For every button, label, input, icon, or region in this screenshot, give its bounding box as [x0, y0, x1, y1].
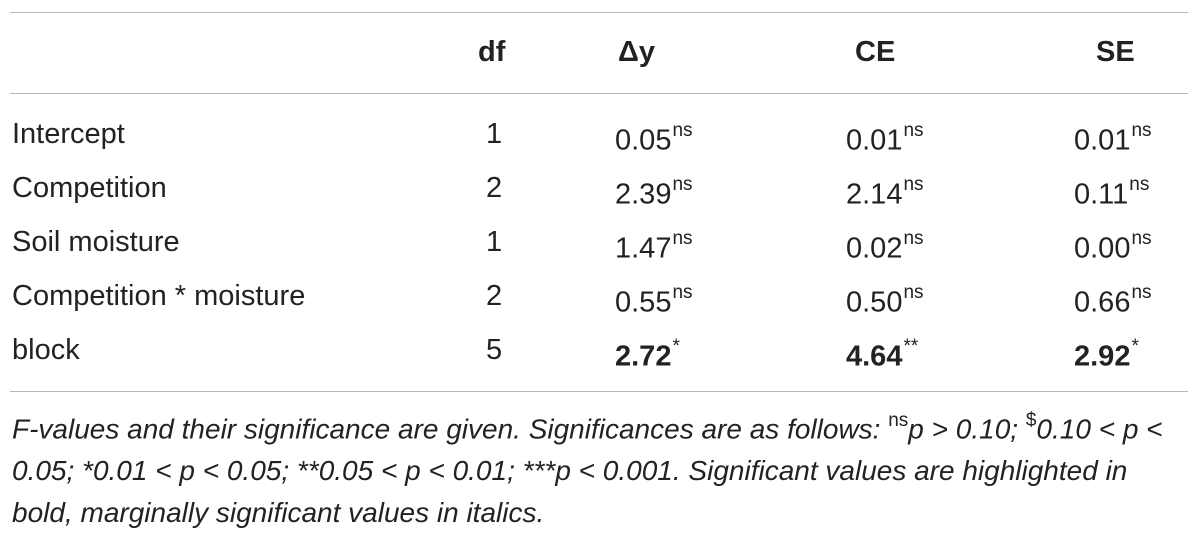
row-label: Soil moisture — [12, 226, 180, 258]
table-header: df Δy CE SE — [0, 30, 1200, 74]
significance-marker: ns — [1131, 120, 1152, 141]
table-row: Competition * moisture 2 0.55ns 0.50ns 0.66n… — [0, 272, 1200, 320]
delta-y-value-cell: 2.39ns — [615, 164, 693, 219]
bottom-rule — [10, 391, 1188, 392]
significance-marker: ns — [903, 120, 924, 141]
df-value: 5 — [486, 334, 503, 366]
delta-y-value-cell: 2.72* — [615, 326, 680, 381]
se-value: 0.66 — [1074, 286, 1131, 319]
significance-marker: ns — [1129, 174, 1150, 195]
ce-value: 0.02 — [846, 232, 903, 265]
row-label: Competition — [12, 172, 167, 204]
row-label: Intercept — [12, 118, 125, 150]
delta-y-value: 2.72 — [615, 340, 672, 373]
se-value-cell: 2.92* — [1074, 326, 1139, 381]
significance-marker: ns — [1131, 228, 1152, 249]
delta-y-value: 0.55 — [615, 286, 672, 319]
top-rule — [10, 12, 1188, 13]
significance-marker: ns — [1131, 282, 1152, 303]
footnote-text-3: 0.10 < p < 0.05; *0.01 < p < 0.05; **0.0… — [12, 413, 1163, 529]
significance-marker: ns — [903, 228, 924, 249]
se-value: 0.01 — [1074, 124, 1131, 157]
df-value: 1 — [486, 226, 503, 258]
se-value: 2.92 — [1074, 340, 1131, 373]
significance-marker: * — [1131, 336, 1139, 357]
significance-marker: ns — [672, 282, 693, 303]
ce-value-cell: 2.14ns — [846, 164, 924, 219]
header-df: df — [478, 36, 506, 68]
se-value-cell: 0.01ns — [1074, 110, 1152, 165]
ce-value: 4.64 — [846, 340, 903, 373]
header-se: SE — [1096, 36, 1135, 68]
ce-value-cell: 0.02ns — [846, 218, 924, 273]
delta-y-value: 1.47 — [615, 232, 672, 265]
ce-value-cell: 0.50ns — [846, 272, 924, 327]
delta-y-value: 0.05 — [615, 124, 672, 157]
ce-value-cell: 0.01ns — [846, 110, 924, 165]
se-value-cell: 0.11ns — [1074, 164, 1149, 219]
df-value: 2 — [486, 280, 503, 312]
significance-marker: ns — [672, 120, 693, 141]
header-ce: CE — [855, 36, 896, 68]
ce-value: 0.50 — [846, 286, 903, 319]
footnote-sup-ns: ns — [888, 410, 909, 431]
footnote-sup-dollar: $ — [1025, 410, 1037, 431]
df-value: 1 — [486, 118, 503, 150]
se-value-cell: 0.00ns — [1074, 218, 1152, 273]
ce-value-cell: 4.64** — [846, 326, 918, 381]
df-value: 2 — [486, 172, 503, 204]
table-footnote: F-values and their significance are give… — [12, 402, 1190, 534]
row-label: Competition * moisture — [12, 280, 306, 312]
significance-marker: ** — [903, 336, 919, 357]
se-value: 0.00 — [1074, 232, 1131, 265]
se-value: 0.11 — [1074, 178, 1129, 211]
header-delta-y: Δy — [618, 36, 655, 68]
table-row: Intercept 1 0.05ns 0.01ns 0.01ns — [0, 110, 1200, 158]
significance-marker: ns — [903, 282, 924, 303]
significance-marker: ns — [672, 228, 693, 249]
delta-y-value-cell: 0.05ns — [615, 110, 693, 165]
row-label: block — [12, 334, 80, 366]
table-row: Competition 2 2.39ns 2.14ns 0.11ns — [0, 164, 1200, 212]
footnote-text-1: F-values and their significance are give… — [12, 413, 889, 445]
ce-value: 2.14 — [846, 178, 903, 211]
significance-marker: ns — [903, 174, 924, 195]
ce-value: 0.01 — [846, 124, 903, 157]
delta-y-value-cell: 0.55ns — [615, 272, 693, 327]
significance-marker: * — [672, 336, 680, 357]
table-row: block 5 2.72* 4.64** 2.92* — [0, 326, 1200, 374]
delta-y-value-cell: 1.47ns — [615, 218, 693, 273]
delta-y-value: 2.39 — [615, 178, 672, 211]
significance-marker: ns — [672, 174, 693, 195]
footnote-text-2: p > 0.10; — [908, 413, 1026, 445]
se-value-cell: 0.66ns — [1074, 272, 1152, 327]
table-row: Soil moisture 1 1.47ns 0.02ns 0.00ns — [0, 218, 1200, 266]
header-rule — [10, 93, 1188, 94]
